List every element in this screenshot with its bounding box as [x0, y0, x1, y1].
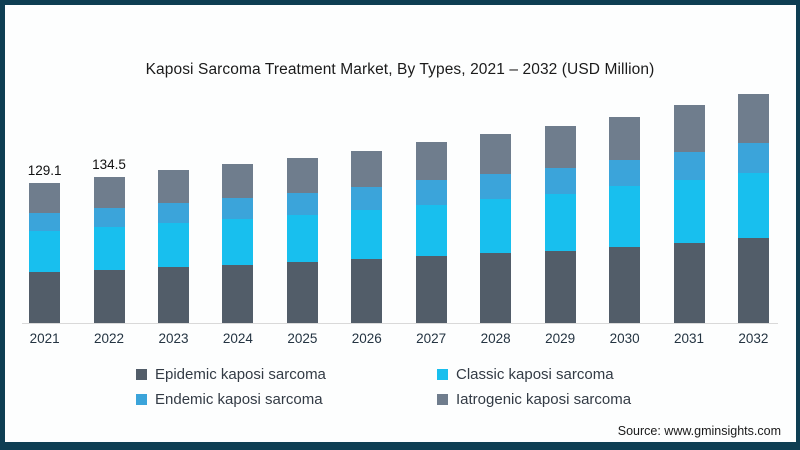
- bar-segment: [93, 177, 125, 209]
- bar-segment: [93, 269, 125, 323]
- x-axis-label-2024: 2024: [222, 331, 253, 346]
- legend-label: Iatrogenic kaposi sarcoma: [456, 391, 632, 408]
- bar-segment: [351, 210, 383, 260]
- bar-2021: [29, 183, 61, 323]
- bar-segment: [351, 150, 383, 187]
- chart-title: Kaposi Sarcoma Treatment Market, By Type…: [145, 61, 655, 78]
- legend-label: Epidemic kaposi sarcoma: [155, 366, 326, 383]
- bar-segment: [673, 105, 705, 152]
- x-axis-label-2027: 2027: [416, 331, 447, 346]
- bar-segment: [609, 186, 641, 247]
- bar-segment: [351, 186, 383, 211]
- legend-swatch: [136, 394, 147, 405]
- legend-item: Iatrogenic kaposi sarcoma: [437, 391, 631, 408]
- legend-item: Endemic kaposi sarcoma: [136, 391, 437, 408]
- bar-segment: [415, 255, 447, 323]
- bar-2027: [415, 142, 447, 323]
- legend-label: Endemic kaposi sarcoma: [155, 391, 323, 408]
- bar-2022: [93, 177, 125, 323]
- source-text: Source: www.gminsights.com: [617, 424, 781, 438]
- bar-segment: [480, 173, 512, 200]
- x-axis-label-2032: 2032: [738, 331, 769, 346]
- bar-segment: [609, 246, 641, 323]
- bar-value-label: 129.1: [27, 163, 62, 179]
- bar-segment: [737, 173, 769, 239]
- bar-segment: [158, 203, 189, 223]
- x-axis-label-2021: 2021: [29, 331, 60, 346]
- bar-2029: [544, 125, 576, 323]
- bar-segment: [609, 160, 641, 187]
- bar-segment: [737, 143, 769, 174]
- x-axis-label-2028: 2028: [480, 331, 511, 346]
- bar-segment: [544, 250, 576, 323]
- legend-swatch: [437, 394, 448, 405]
- plot-area: 129.1 134.5: [0, 85, 800, 324]
- bar-segment: [737, 93, 769, 144]
- x-axis-label-2031: 2031: [673, 331, 705, 346]
- bar-segment: [609, 116, 641, 161]
- bar-segment: [415, 179, 447, 206]
- legend: Epidemic kaposi sarcoma Classic kaposi sa…: [136, 366, 631, 408]
- bar-segment: [351, 259, 383, 323]
- legend-swatch: [136, 369, 147, 380]
- bar-segment: [286, 262, 318, 323]
- bar-segment: [222, 197, 254, 219]
- bar-2026: [351, 150, 383, 323]
- bar-segment: [544, 193, 576, 251]
- bar-segment: [544, 167, 576, 194]
- bar-segment: [222, 264, 254, 323]
- bar-2024: [222, 163, 254, 323]
- bar-segment: [29, 271, 61, 323]
- bar-segment: [415, 142, 447, 180]
- bar-segment: [158, 170, 189, 204]
- bar-2023: [158, 170, 189, 323]
- x-axis-line: [22, 323, 778, 324]
- x-axis-label-2030: 2030: [609, 331, 640, 346]
- legend-item: Epidemic kaposi sarcoma: [136, 366, 437, 383]
- bar-2031: [673, 105, 705, 323]
- bar-segment: [737, 238, 769, 323]
- legend-item: Classic kaposi sarcoma: [437, 366, 631, 383]
- bar-segment: [286, 157, 318, 193]
- bar-segment: [29, 212, 61, 231]
- x-axis-label-2023: 2023: [158, 331, 189, 346]
- legend-label: Classic kaposi sarcoma: [456, 366, 614, 383]
- x-axis-label-2025: 2025: [287, 331, 318, 346]
- bar-segment: [673, 242, 705, 323]
- bar-2032: [737, 93, 769, 323]
- bar-2028: [480, 134, 512, 323]
- bar-2025: [286, 157, 318, 323]
- legend-swatch: [437, 369, 448, 380]
- x-axis-label-2029: 2029: [545, 331, 576, 346]
- x-axis-label-2022: 2022: [93, 331, 125, 346]
- bar-segment: [158, 267, 189, 323]
- x-axis-labels: 2021 2022 2023 2024 2025 2026 2027 2028 2029 2030…: [0, 331, 800, 349]
- bar-segment: [93, 227, 125, 270]
- bar-segment: [415, 205, 447, 256]
- bar-segment: [544, 125, 576, 168]
- bar-segment: [480, 253, 512, 323]
- bar-segment: [480, 134, 512, 174]
- bar-segment: [480, 199, 512, 254]
- bar-segment: [29, 230, 61, 272]
- bar-segment: [93, 208, 125, 228]
- x-axis-label-2026: 2026: [351, 331, 382, 346]
- bar-segment: [286, 214, 318, 263]
- bar-segment: [673, 179, 705, 243]
- bar-2030: [609, 116, 641, 323]
- bar-segment: [673, 151, 705, 180]
- bar-segment: [29, 183, 61, 213]
- bar-segment: [286, 192, 318, 215]
- bar-value-label: 134.5: [92, 157, 126, 173]
- bar-segment: [222, 163, 254, 198]
- bar-segment: [158, 222, 189, 267]
- bar-segment: [222, 218, 254, 265]
